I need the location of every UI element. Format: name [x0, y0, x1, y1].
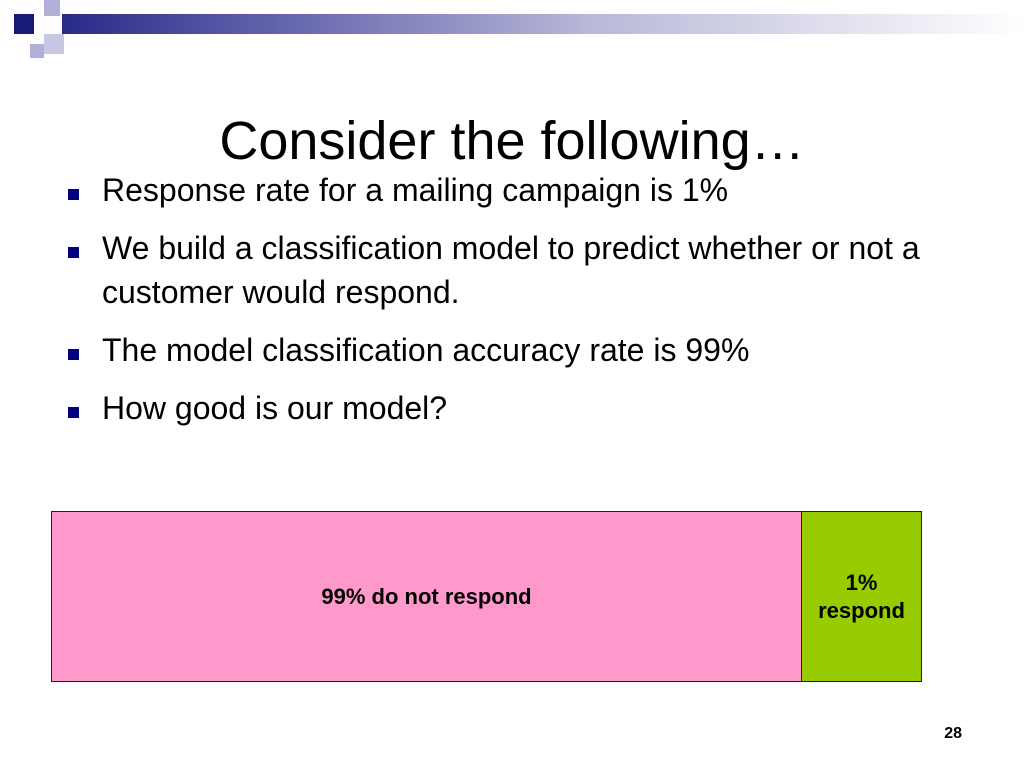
page-number: 28 [944, 725, 962, 742]
header-gradient-band [62, 14, 1024, 34]
slide-title: Consider the following… [219, 111, 805, 172]
segment-label: 1% respond [818, 569, 905, 623]
bullet-item: How good is our model? [66, 386, 966, 430]
segment-respond: 1% respond [802, 512, 921, 681]
segment-do-not-respond: 99% do not respond [52, 512, 802, 681]
decor-square-light [44, 34, 64, 54]
decor-square-light [44, 0, 60, 16]
decor-square-light [30, 44, 44, 58]
bullet-list: Response rate for a mailing campaign is … [66, 168, 966, 444]
bullet-text: Response rate for a mailing campaign is … [102, 172, 729, 208]
bullet-text: How good is our model? [102, 390, 448, 426]
square-bullet-icon [68, 189, 79, 200]
square-bullet-icon [68, 349, 79, 360]
bullet-text: The model classification accuracy rate i… [102, 332, 750, 368]
bullet-item: We build a classification model to predi… [66, 226, 966, 314]
bullet-item: Response rate for a mailing campaign is … [66, 168, 966, 212]
bullet-item: The model classification accuracy rate i… [66, 328, 966, 372]
decor-square-dark [14, 14, 34, 34]
bullet-text: We build a classification model to predi… [102, 230, 920, 310]
square-bullet-icon [68, 247, 79, 258]
response-proportion-bar: 99% do not respond 1% respond [51, 511, 922, 682]
segment-label: 99% do not respond [321, 583, 532, 609]
square-bullet-icon [68, 407, 79, 418]
